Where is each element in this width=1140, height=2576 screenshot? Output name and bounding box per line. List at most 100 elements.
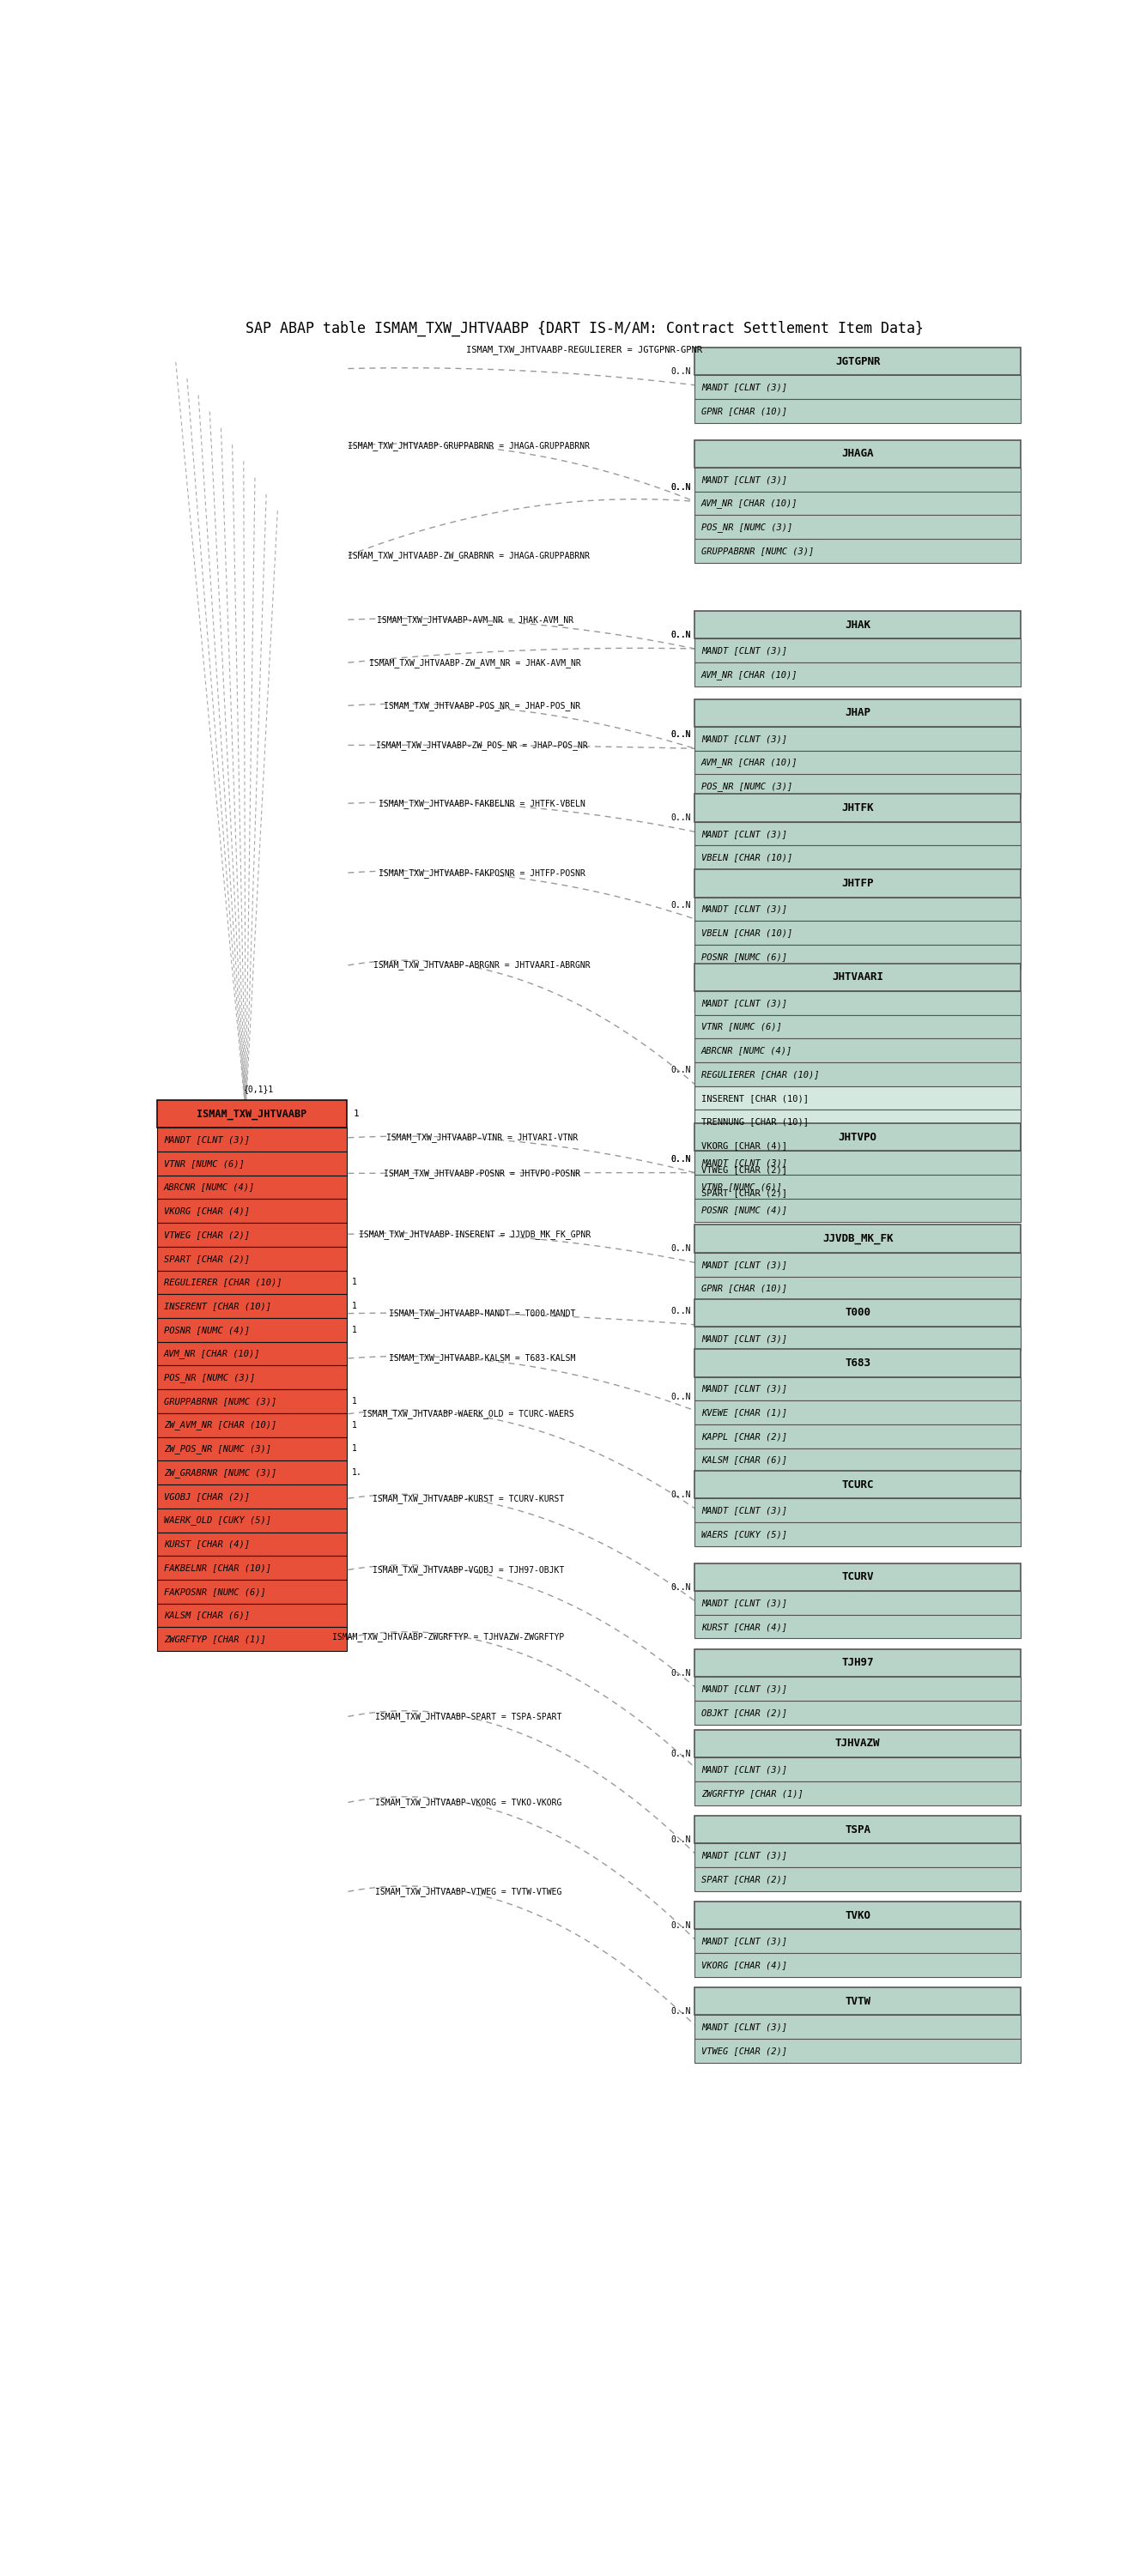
Text: INSERENT [CHAR (10)]: INSERENT [CHAR (10)] xyxy=(164,1301,271,1311)
FancyBboxPatch shape xyxy=(694,492,1020,515)
Text: GRUPPABRNR [NUMC (3)]: GRUPPABRNR [NUMC (3)] xyxy=(164,1396,277,1406)
Text: FAKBELNR [CHAR (10)]: FAKBELNR [CHAR (10)] xyxy=(164,1564,271,1571)
FancyBboxPatch shape xyxy=(694,1133,1020,1157)
FancyBboxPatch shape xyxy=(694,1700,1020,1723)
FancyBboxPatch shape xyxy=(694,945,1020,969)
Text: 0..N: 0..N xyxy=(671,1492,691,1499)
FancyBboxPatch shape xyxy=(694,1226,1020,1252)
FancyBboxPatch shape xyxy=(157,1100,347,1128)
Text: ISMAM_TXW_JHTVAABP-VKORG = TVKO-VKORG: ISMAM_TXW_JHTVAABP-VKORG = TVKO-VKORG xyxy=(375,1798,562,1806)
FancyBboxPatch shape xyxy=(157,1437,347,1461)
Text: ISMAM_TXW_JHTVAABP-ZW_POS_NR = JHAP-POS_NR: ISMAM_TXW_JHTVAABP-ZW_POS_NR = JHAP-POS_… xyxy=(376,739,588,750)
Text: 1.: 1. xyxy=(352,1468,363,1476)
FancyBboxPatch shape xyxy=(694,793,1020,822)
FancyBboxPatch shape xyxy=(694,1901,1020,1929)
Text: 1: 1 xyxy=(353,1110,359,1118)
Text: SPART [CHAR (2)]: SPART [CHAR (2)] xyxy=(701,1875,788,1883)
Text: VKORG [CHAR (4)]: VKORG [CHAR (4)] xyxy=(164,1206,250,1216)
Text: 0..N: 0..N xyxy=(671,732,691,739)
Text: VTWEG [CHAR (2)]: VTWEG [CHAR (2)] xyxy=(701,1164,788,1175)
Text: VTWEG [CHAR (2)]: VTWEG [CHAR (2)] xyxy=(701,2045,788,2056)
Text: MANDT [CLNT (3)]: MANDT [CLNT (3)] xyxy=(701,1685,788,1692)
Text: VTNR [NUMC (6)]: VTNR [NUMC (6)] xyxy=(701,1182,782,1190)
FancyBboxPatch shape xyxy=(694,698,1020,726)
Text: ISMAM_TXW_JHTVAABP-POS_NR = JHAP-POS_NR: ISMAM_TXW_JHTVAABP-POS_NR = JHAP-POS_NR xyxy=(383,701,580,711)
Text: 0..N: 0..N xyxy=(671,484,691,492)
Text: ZW_POS_NR [NUMC (3)]: ZW_POS_NR [NUMC (3)] xyxy=(164,1445,271,1453)
Text: VKORG [CHAR (4)]: VKORG [CHAR (4)] xyxy=(701,1960,788,1968)
FancyBboxPatch shape xyxy=(694,1123,1020,1151)
Text: MANDT [CLNT (3)]: MANDT [CLNT (3)] xyxy=(701,1600,788,1607)
Text: 0..N: 0..N xyxy=(671,631,691,639)
Text: TCURC: TCURC xyxy=(841,1479,873,1489)
Text: TSPA: TSPA xyxy=(845,1824,871,1834)
FancyBboxPatch shape xyxy=(694,1278,1020,1301)
Text: T000: T000 xyxy=(845,1306,871,1319)
FancyBboxPatch shape xyxy=(157,1602,347,1628)
Text: 0..N: 0..N xyxy=(671,366,691,376)
Text: 0..N: 0..N xyxy=(671,1582,691,1592)
Text: MANDT [CLNT (3)]: MANDT [CLNT (3)] xyxy=(701,384,788,392)
Text: MANDT [CLNT (3)]: MANDT [CLNT (3)] xyxy=(701,1765,788,1775)
FancyBboxPatch shape xyxy=(694,822,1020,845)
FancyBboxPatch shape xyxy=(694,726,1020,750)
FancyBboxPatch shape xyxy=(157,1510,347,1533)
FancyBboxPatch shape xyxy=(694,1182,1020,1206)
Text: MANDT [CLNT (3)]: MANDT [CLNT (3)] xyxy=(701,1852,788,1860)
FancyBboxPatch shape xyxy=(694,1401,1020,1425)
Text: 0..N: 0..N xyxy=(671,631,691,639)
FancyBboxPatch shape xyxy=(157,1319,347,1342)
FancyBboxPatch shape xyxy=(694,2040,1020,2063)
Text: ISMAM_TXW_JHTVAABP-VTNR = JHTVARI-VTNR: ISMAM_TXW_JHTVAABP-VTNR = JHTVARI-VTNR xyxy=(386,1133,578,1141)
FancyBboxPatch shape xyxy=(157,1270,347,1293)
Text: TRENNUNG [CHAR (10)]: TRENNUNG [CHAR (10)] xyxy=(701,1118,808,1126)
Text: JHTFP: JHTFP xyxy=(841,878,873,889)
FancyBboxPatch shape xyxy=(694,845,1020,871)
Text: AVM_NR [CHAR (10)]: AVM_NR [CHAR (10)] xyxy=(701,670,798,680)
FancyBboxPatch shape xyxy=(157,1556,347,1579)
Text: VTNR [NUMC (6)]: VTNR [NUMC (6)] xyxy=(164,1159,244,1167)
Text: POSNR [NUMC (4)]: POSNR [NUMC (4)] xyxy=(164,1327,250,1334)
FancyBboxPatch shape xyxy=(157,1342,347,1365)
FancyBboxPatch shape xyxy=(694,1471,1020,1499)
Text: MANDT [CLNT (3)]: MANDT [CLNT (3)] xyxy=(701,1383,788,1394)
FancyBboxPatch shape xyxy=(157,1579,347,1602)
FancyBboxPatch shape xyxy=(694,1038,1020,1061)
Text: ISMAM_TXW_JHTVAABP-ZW_GRABRNR = JHAGA-GRUPPABRNR: ISMAM_TXW_JHTVAABP-ZW_GRABRNR = JHAGA-GR… xyxy=(348,551,589,559)
Text: MANDT [CLNT (3)]: MANDT [CLNT (3)] xyxy=(701,1260,788,1270)
Text: ISMAM_TXW_JHTVAABP-GRUPPABRNR = JHAGA-GRUPPABRNR: ISMAM_TXW_JHTVAABP-GRUPPABRNR = JHAGA-GR… xyxy=(348,440,589,451)
Text: POS_NR [NUMC (3)]: POS_NR [NUMC (3)] xyxy=(701,523,792,531)
FancyBboxPatch shape xyxy=(694,1564,1020,1592)
Text: 0..N: 0..N xyxy=(671,902,691,909)
FancyBboxPatch shape xyxy=(694,750,1020,775)
Text: ISMAM_TXW_JHTVAABP-VGOBJ = TJH97-OBJKT: ISMAM_TXW_JHTVAABP-VGOBJ = TJH97-OBJKT xyxy=(373,1566,564,1574)
Text: JHAP: JHAP xyxy=(845,708,871,719)
Text: SPART [CHAR (2)]: SPART [CHAR (2)] xyxy=(701,1190,788,1198)
Text: {0,1}1: {0,1}1 xyxy=(244,1084,274,1092)
FancyBboxPatch shape xyxy=(157,1533,347,1556)
FancyBboxPatch shape xyxy=(694,1929,1020,1953)
FancyBboxPatch shape xyxy=(157,1224,347,1247)
Text: MANDT [CLNT (3)]: MANDT [CLNT (3)] xyxy=(701,1937,788,1945)
FancyBboxPatch shape xyxy=(694,1677,1020,1700)
Text: ZW_AVM_NR [CHAR (10)]: ZW_AVM_NR [CHAR (10)] xyxy=(164,1419,277,1430)
Text: TVKO: TVKO xyxy=(845,1909,871,1922)
Text: MANDT [CLNT (3)]: MANDT [CLNT (3)] xyxy=(164,1136,250,1144)
FancyBboxPatch shape xyxy=(694,1816,1020,1844)
FancyBboxPatch shape xyxy=(694,1499,1020,1522)
Text: ISMAM_TXW_JHTVAABP-FAKPOSNR = JHTFP-POSNR: ISMAM_TXW_JHTVAABP-FAKPOSNR = JHTFP-POSN… xyxy=(378,868,585,878)
Text: T683: T683 xyxy=(845,1358,871,1368)
FancyBboxPatch shape xyxy=(694,662,1020,685)
Text: WAERK_OLD [CUKY (5)]: WAERK_OLD [CUKY (5)] xyxy=(164,1515,271,1525)
Text: POS_NR [NUMC (3)]: POS_NR [NUMC (3)] xyxy=(701,781,792,791)
Text: KALSM [CHAR (6)]: KALSM [CHAR (6)] xyxy=(164,1610,250,1620)
FancyBboxPatch shape xyxy=(157,1128,347,1151)
FancyBboxPatch shape xyxy=(694,515,1020,538)
FancyBboxPatch shape xyxy=(694,1298,1020,1327)
FancyBboxPatch shape xyxy=(694,611,1020,639)
Text: 0..N: 0..N xyxy=(671,732,691,739)
Text: JJVDB_MK_FK: JJVDB_MK_FK xyxy=(822,1234,893,1244)
FancyBboxPatch shape xyxy=(694,1868,1020,1891)
Text: GRUPPABRNR [NUMC (3)]: GRUPPABRNR [NUMC (3)] xyxy=(701,546,814,556)
Text: 0..N: 0..N xyxy=(671,1922,691,1929)
